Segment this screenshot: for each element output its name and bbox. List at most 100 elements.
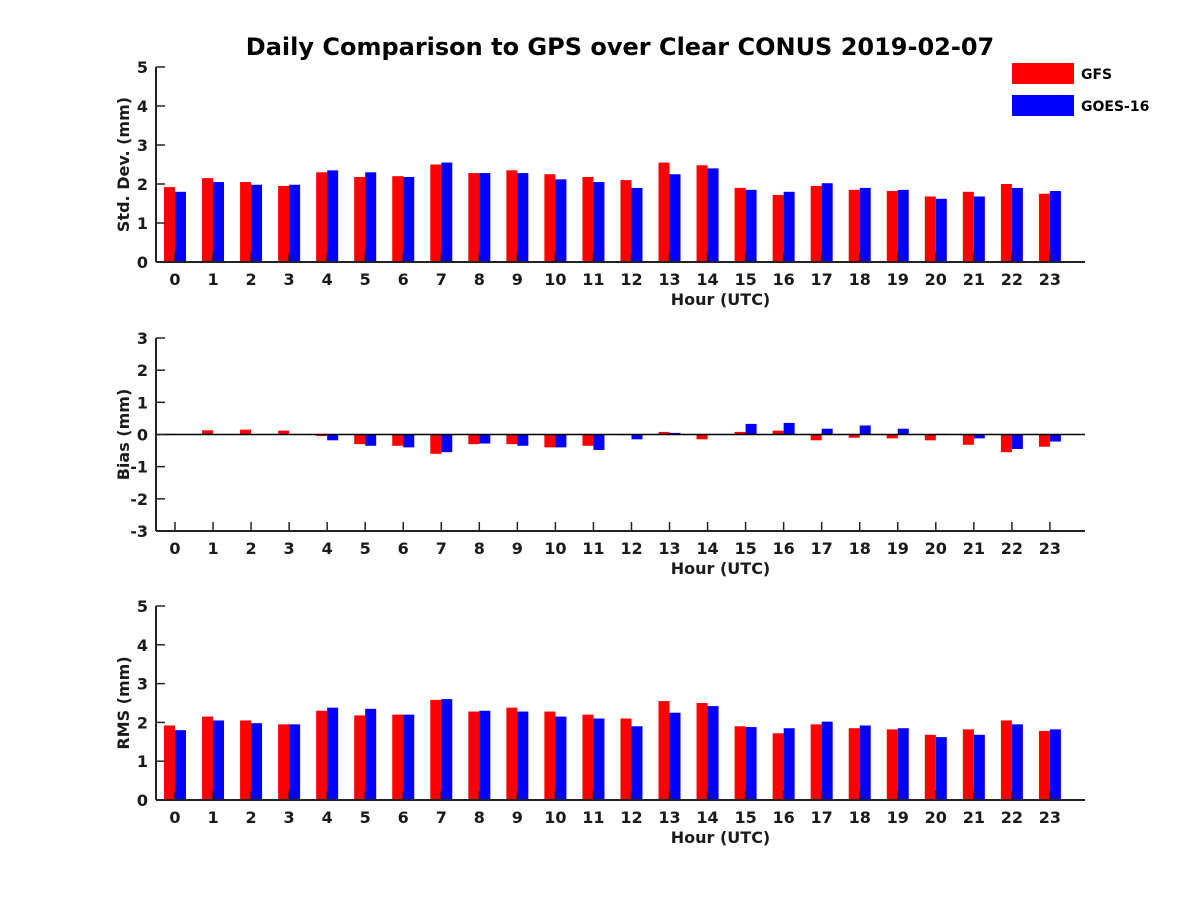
bar: [897, 728, 909, 800]
bar: [772, 733, 784, 800]
x-tick-label: 5: [360, 808, 371, 827]
bar: [734, 431, 746, 435]
bar: [202, 430, 214, 435]
bar: [935, 198, 947, 262]
bar: [164, 187, 175, 262]
x-tick-label: 11: [582, 539, 604, 558]
bar: [278, 724, 290, 800]
bar: [897, 189, 909, 262]
x-tick-label: 17: [811, 270, 833, 289]
bar: [658, 431, 670, 435]
bar: [1011, 724, 1023, 800]
x-tick-label: 2: [246, 808, 257, 827]
bar: [669, 712, 681, 800]
bar: [696, 434, 708, 440]
bar: [441, 699, 453, 800]
y-tick-label: -2: [130, 490, 148, 509]
bar: [935, 737, 947, 800]
bar: [202, 716, 214, 800]
bar: [1038, 730, 1050, 800]
bar: [403, 176, 415, 262]
bar: [213, 182, 225, 262]
bar: [251, 723, 263, 800]
bar: [403, 714, 415, 800]
bar: [1038, 434, 1050, 447]
bar: [593, 182, 605, 262]
bar: [821, 428, 833, 435]
x-tick-label: 6: [398, 270, 409, 289]
bar: [1000, 720, 1012, 800]
x-tick-label: 12: [620, 808, 642, 827]
bar: [582, 176, 594, 262]
x-tick-label: 9: [512, 270, 523, 289]
bar: [468, 434, 480, 445]
x-tick-label: 5: [360, 270, 371, 289]
x-tick-label: 4: [322, 270, 333, 289]
x-tick-label: 14: [696, 270, 718, 289]
bar: [240, 429, 252, 435]
bar: [859, 725, 871, 800]
bar: [392, 434, 404, 446]
x-tick-label: 14: [696, 539, 718, 558]
bar: [251, 184, 263, 262]
bar: [962, 434, 974, 445]
bar: [354, 176, 366, 262]
x-tick-label: 22: [1001, 539, 1023, 558]
bar: [772, 430, 784, 435]
bar: [631, 187, 643, 262]
x-tick-label: 15: [734, 270, 756, 289]
chart-title: Daily Comparison to GPS over Clear CONUS…: [246, 33, 994, 61]
x-tick-label: 13: [658, 270, 680, 289]
x-tick-label: 8: [474, 539, 485, 558]
bar: [175, 730, 186, 800]
bar: [783, 191, 795, 262]
x-tick-label: 13: [658, 539, 680, 558]
bar: [278, 430, 290, 435]
x-tick-label: 5: [360, 539, 371, 558]
series-goes-16: [327, 422, 1061, 453]
x-tick-label: 9: [512, 808, 523, 827]
bar: [734, 726, 746, 800]
bar: [859, 425, 871, 435]
bar: [517, 173, 529, 262]
bar: [441, 162, 453, 262]
bar: [745, 189, 757, 262]
bar: [620, 180, 632, 262]
legend-label: GFS: [1081, 67, 1112, 83]
bar: [506, 170, 518, 262]
bar: [631, 434, 643, 440]
bar: [707, 168, 719, 262]
bar: [555, 716, 567, 800]
x-tick-label: 23: [1039, 539, 1061, 558]
y-tick-label: -3: [130, 522, 148, 541]
x-tick-label: 3: [284, 539, 295, 558]
bar: [859, 187, 871, 262]
x-tick-label: 0: [169, 808, 180, 827]
x-tick-label: 17: [811, 539, 833, 558]
bar: [213, 720, 225, 800]
x-tick-label: 11: [582, 808, 604, 827]
x-tick-label: 21: [963, 270, 985, 289]
x-tick-label: 15: [734, 539, 756, 558]
bar: [734, 187, 746, 262]
x-tick-label: 0: [169, 539, 180, 558]
y-tick-label: 1: [137, 214, 148, 233]
x-tick-label: 1: [207, 270, 218, 289]
bar: [240, 182, 252, 262]
x-tick-label: 20: [925, 808, 947, 827]
bar: [886, 729, 898, 800]
bar: [848, 434, 860, 438]
x-tick-label: 20: [925, 539, 947, 558]
bar: [517, 434, 529, 446]
bar: [240, 720, 252, 800]
bar: [783, 728, 795, 800]
bar: [316, 710, 328, 800]
x-tick-label: 18: [849, 808, 871, 827]
x-tick-label: 3: [284, 808, 295, 827]
y-tick-label: 1: [137, 393, 148, 412]
bar: [289, 724, 301, 800]
x-tick-label: 2: [246, 539, 257, 558]
legend-swatch: [1012, 63, 1074, 84]
bar: [392, 714, 404, 800]
